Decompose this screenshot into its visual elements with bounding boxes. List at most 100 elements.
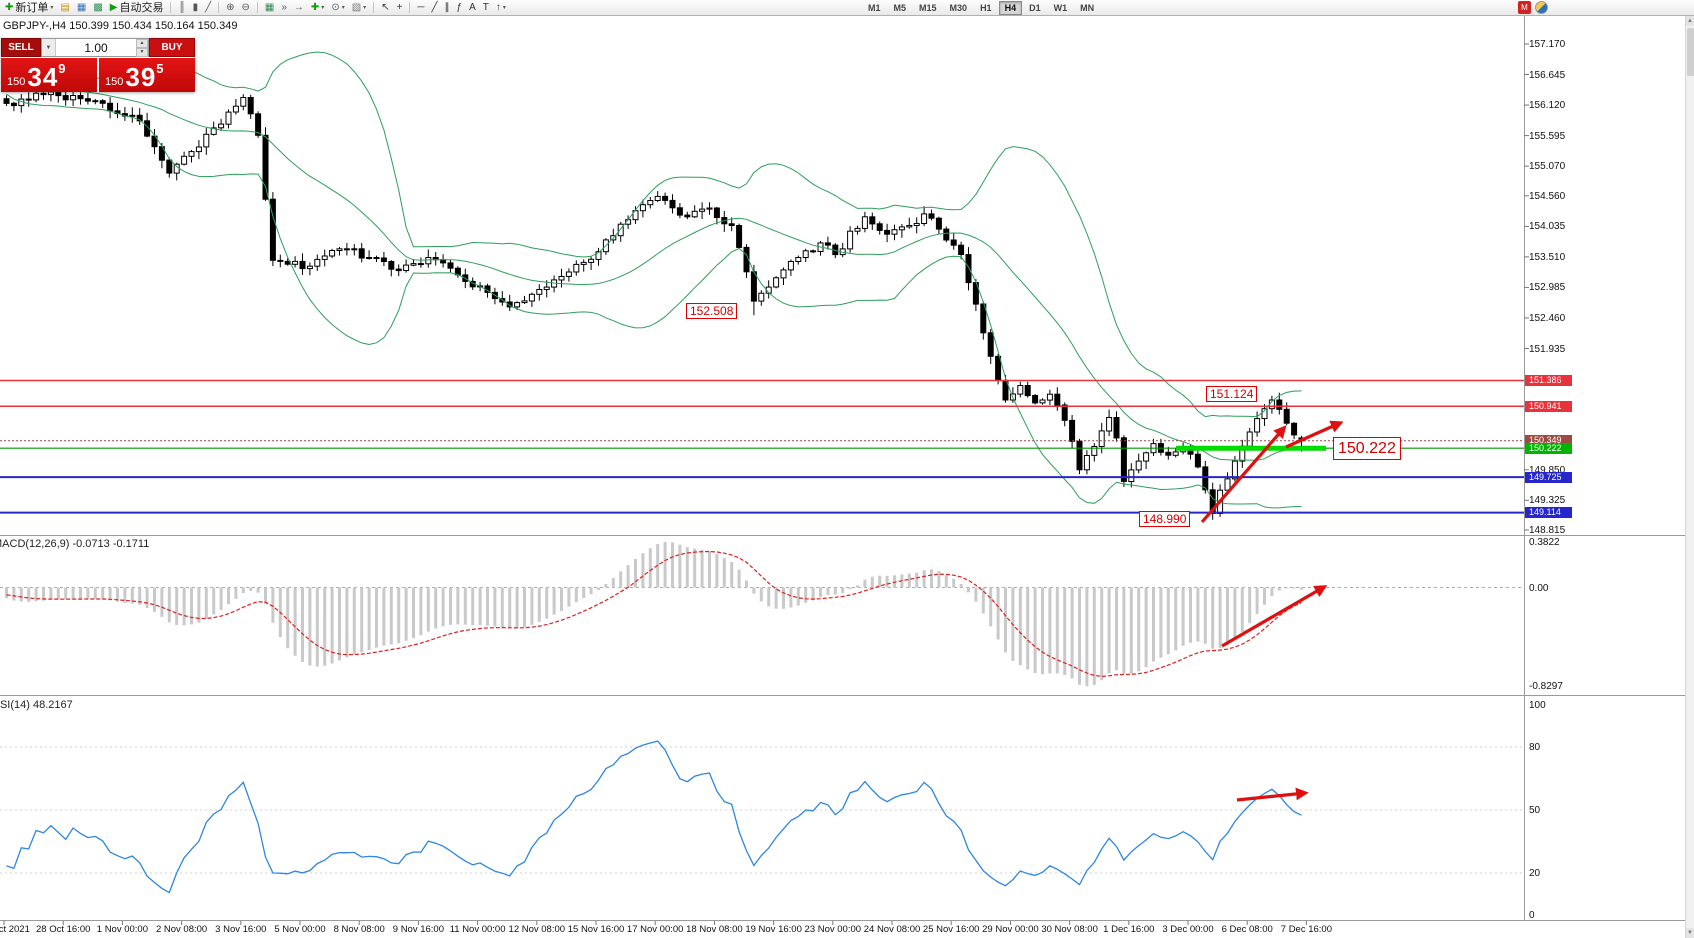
arrows-button[interactable]: ↑ ▾	[494, 1, 508, 15]
toolbar-right-icons: M	[1518, 1, 1548, 14]
zoom-in-button[interactable]: ⊕	[224, 1, 236, 15]
timeframe-d1-button[interactable]: D1	[1029, 3, 1041, 13]
price-axis-tick: 152.985	[1529, 282, 1566, 294]
fibonacci-button[interactable]: ƒ	[455, 1, 465, 15]
time-axis-label: 12 Nov 08:00	[508, 924, 566, 935]
one-click-trading-panel: SELL ▼ 1.00 ▲ ▼ BUY 150 34 9 150 39 5	[1, 38, 195, 92]
tile-windows-button[interactable]: ▦	[263, 1, 276, 15]
chart-shift-button[interactable]: →	[292, 1, 306, 15]
zoom-out-button[interactable]: ⊖	[240, 1, 252, 15]
auto-scroll-button[interactable]: »	[279, 1, 289, 15]
chart-shift-icon: →	[293, 1, 304, 13]
trendline-icon: ╱	[431, 1, 438, 13]
time-axis-label: 29 Nov 00:00	[982, 924, 1039, 935]
spin-up-icon[interactable]: ▲	[136, 39, 148, 48]
sell-price-panel[interactable]: 150 34 9	[1, 58, 97, 92]
price-annotation[interactable]: 150.222	[1333, 437, 1401, 460]
price-axis-tick: 149.850	[1529, 464, 1566, 476]
timeframe-h4-button[interactable]: H4	[998, 1, 1023, 15]
price-axis-tick: 156.120	[1529, 100, 1566, 112]
buy-price-base: 150	[105, 76, 124, 88]
candlestick-chart-button[interactable]: ▮	[191, 1, 201, 15]
price-axis-tick: 151.935	[1529, 343, 1566, 355]
label-button[interactable]: T	[481, 1, 491, 15]
price-axis-badge: 150.222	[1525, 442, 1572, 454]
price-annotation[interactable]: 151.124	[1206, 386, 1258, 402]
time-axis-label: 1 Dec 16:00	[1103, 924, 1155, 935]
time-axis-label: 3 Nov 16:00	[215, 924, 267, 935]
mql5-icon[interactable]: M	[1518, 1, 1531, 14]
timeframe-mn-button[interactable]: MN	[1080, 3, 1095, 13]
charts-icon: ▤	[60, 1, 70, 13]
price-axis-badge: 149.725	[1525, 471, 1572, 483]
volume-spinner[interactable]: ▲ ▼	[136, 39, 148, 57]
line-chart-button[interactable]: ╱	[203, 1, 213, 15]
time-axis-label: 11 Nov 00:00	[449, 924, 506, 935]
buy-price-panel[interactable]: 150 39 5	[99, 58, 195, 92]
navigator-button[interactable]: ▩	[91, 1, 104, 15]
time-axis-label: 18 Nov 08:00	[686, 924, 743, 935]
profiles-icon: ▦	[76, 1, 87, 13]
community-icon[interactable]	[1535, 1, 1548, 14]
price-axis-badge: 151.386	[1525, 374, 1572, 386]
timeframe-m30-button[interactable]: M30	[949, 3, 968, 13]
line-chart-icon: ╱	[205, 1, 212, 13]
one-click-prices: 150 34 9 150 39 5	[1, 58, 195, 92]
time-axis-label: 9 Nov 16:00	[392, 924, 445, 935]
profiles-button[interactable]: ▦	[75, 1, 88, 15]
timeframe-m5-button[interactable]: M5	[893, 3, 907, 13]
one-click-controls: SELL ▼ 1.00 ▲ ▼ BUY	[1, 38, 195, 57]
sell-price-pip: 9	[58, 61, 66, 76]
bar-chart-button[interactable]: ║	[176, 1, 187, 15]
vertical-scrollbar[interactable]: ▲ ▼	[1685, 16, 1694, 938]
scroll-down-icon[interactable]: ▼	[1686, 928, 1694, 938]
time-axis-label: 27 Oct 2021	[0, 924, 30, 935]
indicators-button[interactable]: ✚ ▾	[309, 1, 326, 15]
cursor-button[interactable]: ↖	[379, 1, 391, 15]
volume-value[interactable]: 1.00	[84, 40, 108, 55]
price-axis-tick: 148.815	[1529, 525, 1566, 536]
crosshair-button[interactable]: +	[395, 1, 405, 15]
toolbar-separator	[409, 2, 411, 13]
periods-button[interactable]: ⊙ ▾	[329, 1, 346, 15]
volume-field[interactable]: ▼ 1.00 ▲ ▼	[41, 38, 149, 57]
volume-dropdown-icon[interactable]: ▼	[42, 39, 56, 56]
zoom-out-icon: ⊖	[241, 1, 250, 13]
horizontal-line-button[interactable]: ─	[415, 1, 426, 15]
timeframe-m15-button[interactable]: M15	[919, 3, 937, 13]
timeframe-h1-button[interactable]: H1	[980, 3, 992, 13]
time-axis-label: 30 Nov 08:00	[1041, 924, 1098, 935]
rsi-axis-tick: 50	[1529, 805, 1541, 816]
timeframe-m1-button[interactable]: M1	[868, 3, 881, 13]
text-button[interactable]: A	[467, 1, 478, 15]
scroll-up-icon[interactable]: ▲	[1686, 16, 1694, 26]
horizontal-line-icon: ─	[417, 1, 425, 13]
price-annotation[interactable]: 152.508	[686, 303, 738, 319]
time-axis-label: 6 Dec 08:00	[1221, 924, 1273, 935]
new-order-button[interactable]: ✚ 新订单 ▾	[3, 1, 55, 15]
new-order-button-label: 新订单	[15, 1, 49, 14]
channel-button[interactable]: ∥	[443, 1, 452, 15]
sell-button[interactable]: SELL	[1, 38, 41, 57]
price-axis-tick: 152.460	[1529, 312, 1566, 324]
price-axis-tick: 153.510	[1529, 251, 1566, 263]
price-axis-tick: 156.645	[1529, 69, 1566, 81]
autotrading-button[interactable]: ▶ 自动交易	[108, 1, 166, 15]
time-axis-label: 2 Nov 08:00	[155, 924, 208, 935]
buy-button[interactable]: BUY	[149, 38, 195, 57]
timeframe-w1-button[interactable]: W1	[1053, 3, 1068, 13]
auto-scroll-icon: »	[281, 1, 287, 13]
price-axis-tick: 155.070	[1529, 161, 1566, 173]
trendline-button[interactable]: ╱	[430, 1, 440, 15]
price-annotation[interactable]: 148.990	[1139, 511, 1191, 527]
periods-icon: ⊙	[331, 1, 340, 13]
price-axis-tick: 149.325	[1529, 495, 1566, 507]
templates-button[interactable]: ▧ ▾	[350, 1, 368, 15]
charts-button[interactable]: ▤	[58, 1, 71, 15]
macd-axis-tick: 0.00	[1529, 582, 1549, 594]
scrollbar-thumb[interactable]	[1687, 28, 1694, 76]
spin-down-icon[interactable]: ▼	[136, 48, 148, 57]
tile-windows-icon: ▦	[264, 1, 275, 13]
cursor-icon: ↖	[381, 1, 390, 13]
